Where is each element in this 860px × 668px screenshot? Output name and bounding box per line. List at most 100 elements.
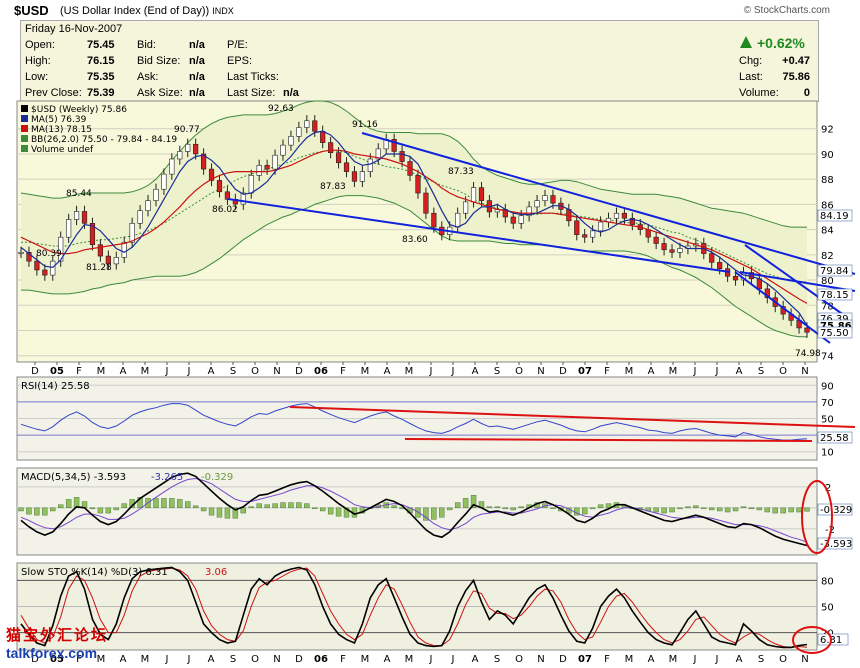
price-x-tick: F (340, 366, 346, 377)
price-y-tick: 90 (821, 150, 834, 161)
candle (169, 158, 175, 175)
bid-value: n/a (189, 39, 205, 51)
price-x-tick: M (625, 366, 634, 377)
macd-histogram-bar (597, 504, 604, 509)
macd-legend-hist: -0.329 (201, 472, 233, 483)
price-x-tick: O (779, 366, 787, 377)
peak-label: 83.60 (402, 235, 428, 245)
ma13-line (20, 149, 808, 304)
macd-histogram-bar (232, 507, 239, 519)
candle (804, 327, 810, 333)
symbol-description: (US Dollar Index (End of Day)) INDX (60, 5, 234, 17)
peak-label: 87.33 (448, 167, 474, 177)
candle (629, 217, 635, 225)
macd-y-tick: 2 (825, 483, 831, 494)
sto-x-tick: 05 (50, 654, 64, 665)
rsi-value-label: 25.58 (820, 433, 849, 444)
macd-value-label: -3.593 (820, 539, 852, 550)
macd-histogram-bar (312, 507, 318, 510)
bollinger-upper-line (20, 100, 808, 228)
candle (145, 200, 151, 211)
candle (510, 216, 516, 224)
candle (73, 211, 80, 220)
sto-x-tick: S (758, 654, 764, 665)
candle (455, 212, 461, 228)
legend-swatch (21, 105, 28, 112)
candle (248, 175, 254, 194)
bid-size-value: n/a (189, 55, 205, 67)
macd-histogram-bar (224, 507, 231, 519)
candle (526, 206, 532, 217)
sto-x-tick: J (187, 654, 191, 665)
macd-histogram-bar (137, 497, 143, 509)
candle (288, 136, 294, 146)
last-label: Last: (739, 71, 763, 83)
candle (161, 173, 167, 190)
macd-histogram-bar (280, 502, 286, 509)
macd-histogram-bar (304, 503, 310, 509)
candle (153, 188, 159, 201)
sto-x-tick: F (76, 654, 82, 665)
price-y-tick: 80 (821, 276, 834, 287)
price-x-tick: O (515, 366, 523, 377)
price-x-tick: M (141, 366, 150, 377)
candle (272, 154, 278, 170)
macd-histogram-bar (185, 501, 191, 509)
trend-line (361, 132, 856, 275)
macd-histogram-bar (732, 507, 739, 512)
macd-histogram-bar (57, 504, 64, 509)
price-x-tick: J (715, 366, 719, 377)
right-label-box (817, 326, 853, 339)
macd-histogram-bar (192, 505, 199, 509)
candle (304, 120, 310, 128)
macd-histogram-bar (105, 507, 112, 514)
sto-legend-d: 3.06 (205, 567, 227, 578)
macd-histogram-bar (65, 499, 72, 509)
right-price-label: 76.39 (820, 314, 849, 325)
candle (208, 168, 215, 181)
candle (34, 260, 40, 271)
macd-histogram-bar (439, 507, 445, 518)
candle (193, 143, 199, 155)
sto-x-tick: N (273, 654, 280, 665)
prev-close-value: 75.39 (87, 87, 115, 99)
macd-histogram-bar (272, 503, 278, 509)
rsi-line (20, 403, 808, 441)
rsi-trend-line (289, 406, 856, 428)
rsi-y-tick: 90 (821, 381, 834, 392)
last-size-value: n/a (283, 87, 299, 99)
sto-y-tick: 50 (821, 603, 834, 614)
sto-x-tick: A (736, 654, 743, 665)
price-x-tick: N (801, 366, 808, 377)
price-x-tick: M (97, 366, 106, 377)
macd-histogram-bar (18, 507, 24, 512)
candle (240, 192, 246, 205)
last-value: 75.86 (782, 71, 810, 83)
macd-histogram-bar (709, 507, 715, 511)
macd-histogram-bar (121, 503, 127, 509)
price-x-tick: D (295, 366, 303, 377)
rsi-y-tick: 50 (821, 415, 834, 426)
price-y-tick: 92 (821, 125, 834, 136)
candle (542, 195, 548, 201)
price-x-tick: J (187, 366, 191, 377)
macd-histogram-bar (462, 498, 469, 509)
price-x-tick: J (165, 366, 169, 377)
macd-histogram-bar (796, 507, 802, 513)
peak-label: 91.16 (352, 120, 378, 130)
candle (645, 229, 651, 238)
right-price-label: 84.19 (820, 211, 849, 222)
price-x-tick: N (537, 366, 544, 377)
sto-d-line (20, 567, 808, 648)
sto-x-tick: 07 (578, 654, 592, 665)
macd-histogram-bar (788, 507, 794, 513)
candle (42, 269, 48, 276)
macd-histogram-bar (494, 506, 501, 509)
chart-title-bar: $USD (US Dollar Index (End of Day)) INDX… (0, 0, 860, 20)
sto-x-tick: A (384, 654, 391, 665)
candle (97, 244, 103, 257)
sto-x-tick: M (361, 654, 370, 665)
candle (185, 143, 191, 152)
candle (590, 230, 596, 238)
price-y-tick: 88 (821, 175, 834, 186)
